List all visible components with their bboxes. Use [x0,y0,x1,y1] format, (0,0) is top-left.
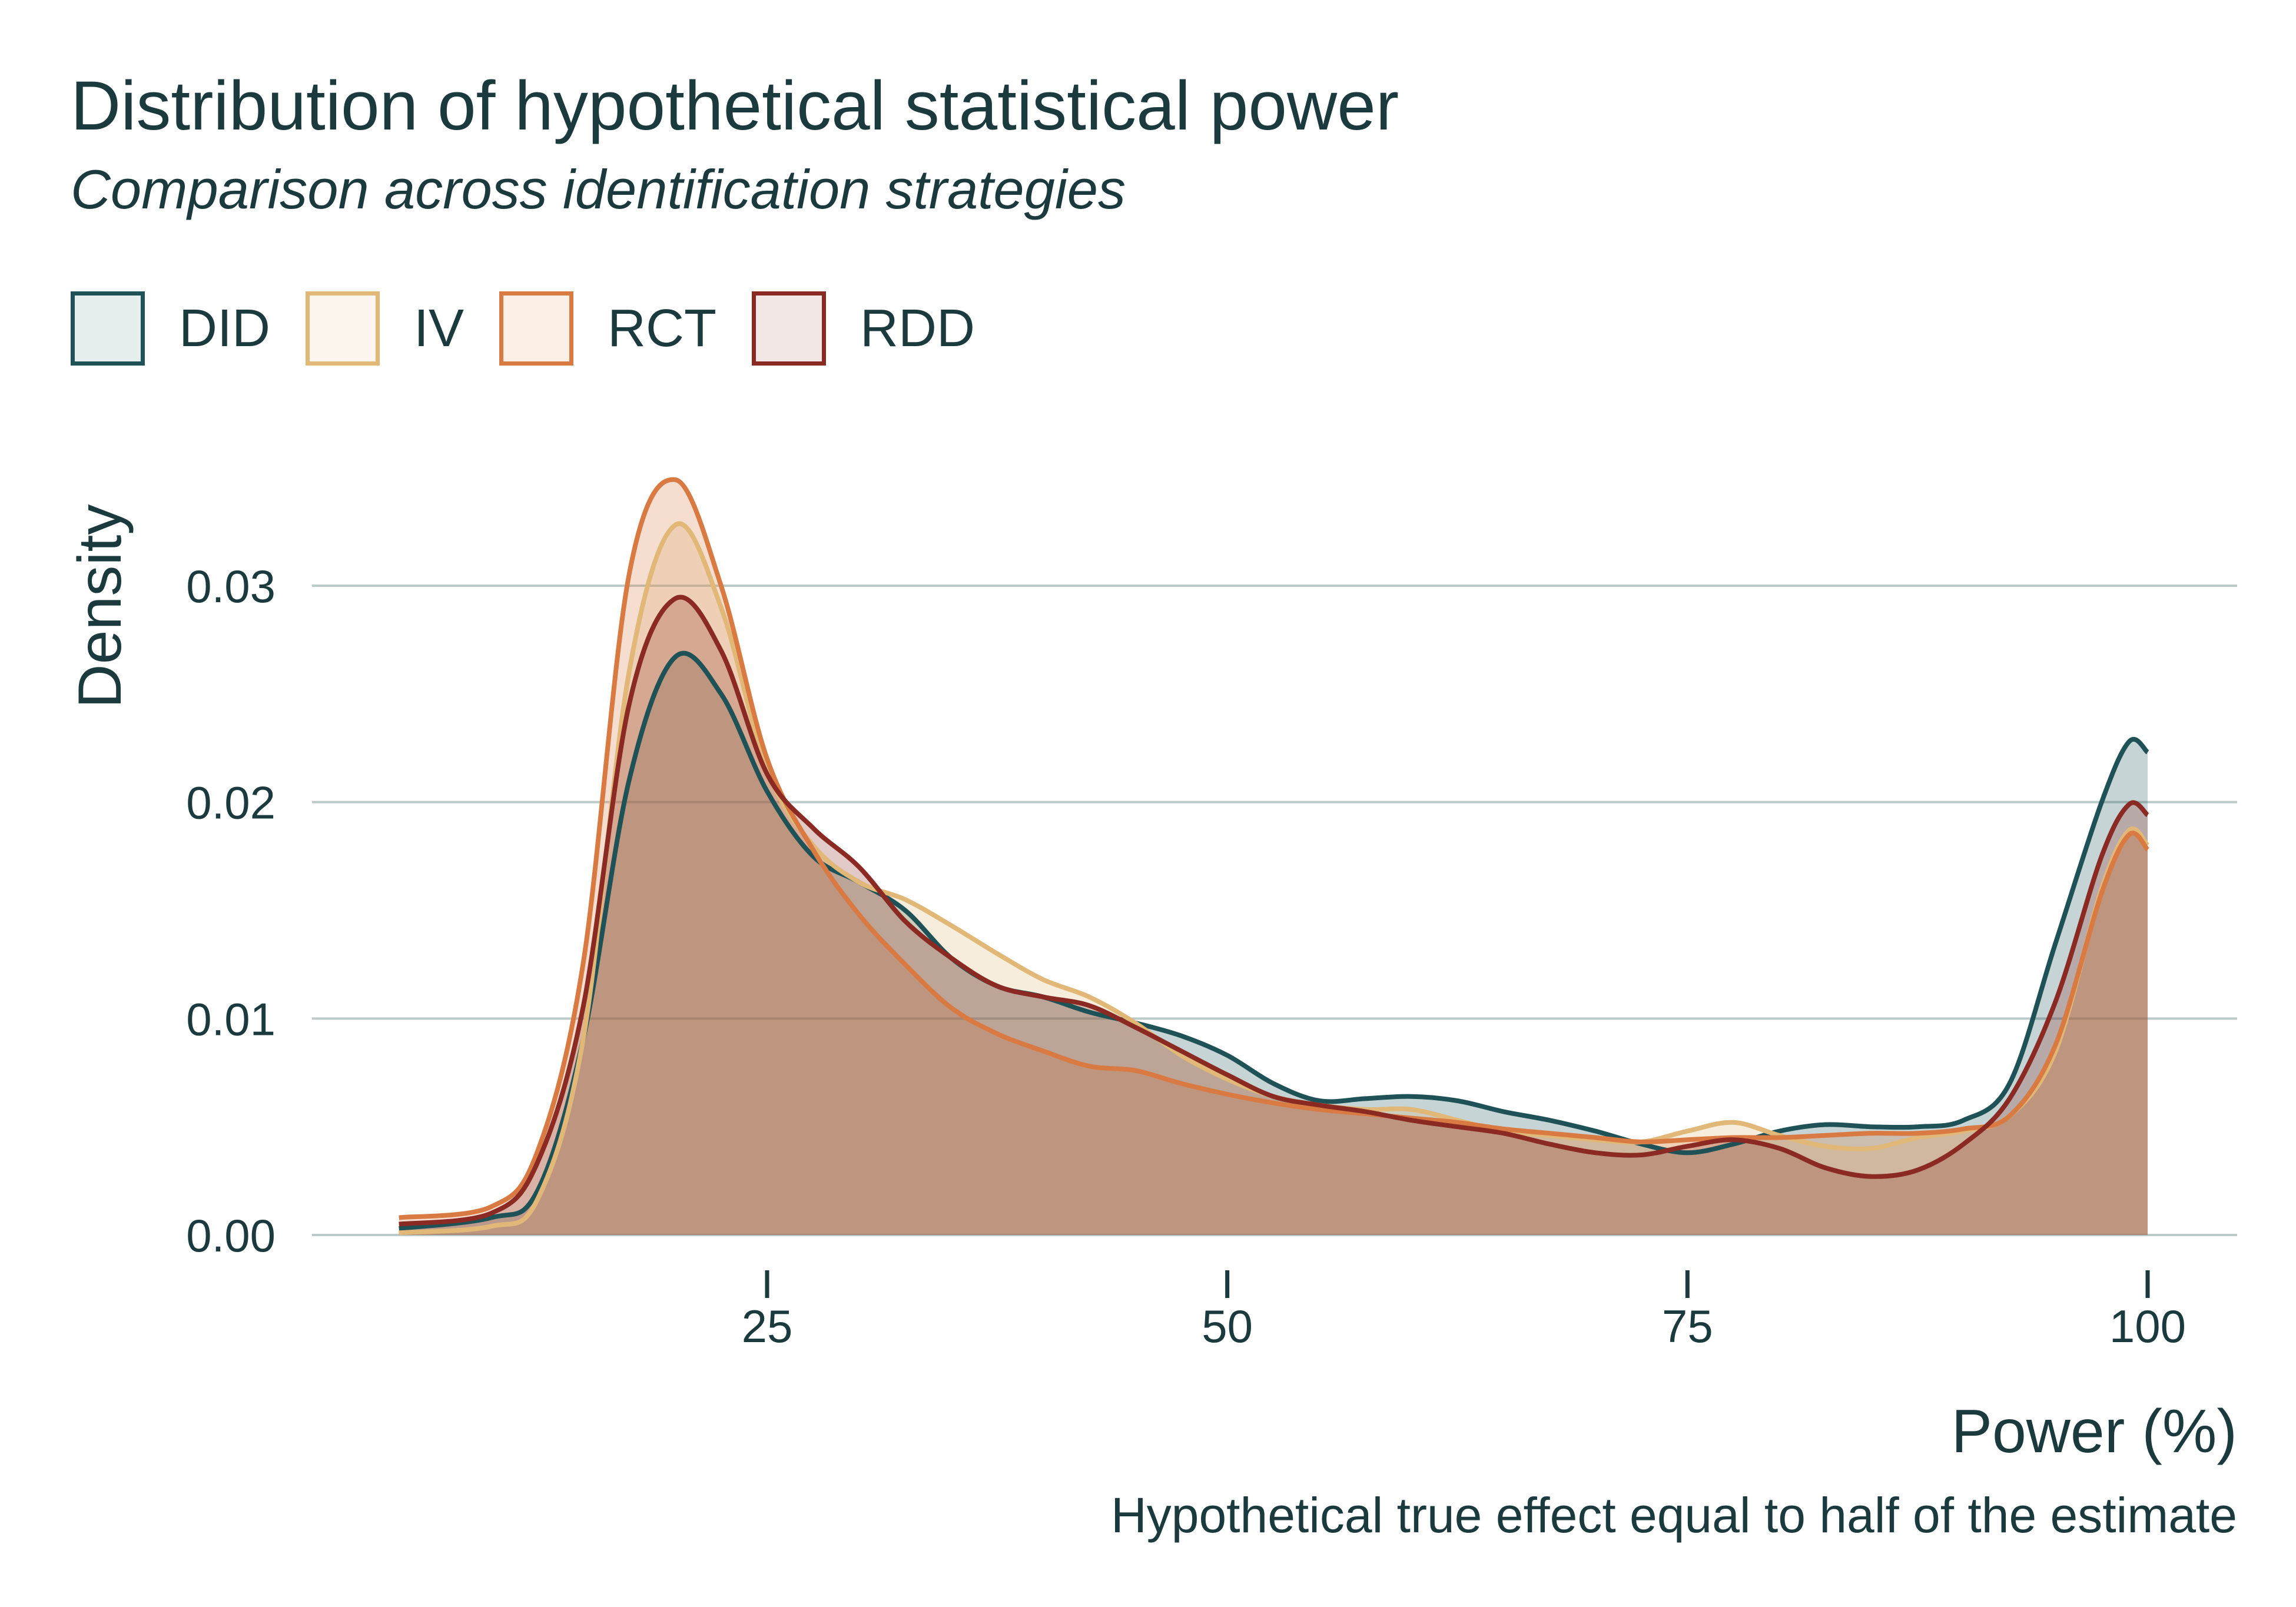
legend-item-did: DID [71,291,270,366]
legend-key-rdd [752,291,827,366]
area-rdd [399,597,2148,1236]
legend-item-iv: IV [306,291,464,366]
legend-key-did [71,291,145,366]
y-tick-label: 0.02 [186,777,276,829]
legend-label-rdd: RDD [860,299,976,358]
legend-label-did: DID [179,299,270,358]
legend: DID IV RCT RDD [71,287,1010,370]
legend-key-rct [499,291,574,366]
line-rct [399,477,2150,1220]
chart-title: Distribution of hypothetical statistical… [71,67,1399,145]
line-iv [399,521,2150,1236]
legend-key-iv [306,291,380,366]
legend-item-rdd: RDD [752,291,975,366]
axis-layer: 0.00 0.01 0.02 0.03 25 50 75 100 [186,560,2186,1352]
area-layer [399,479,2148,1236]
x-tick-label: 100 [2109,1300,2186,1352]
y-tick-label: 0.00 [186,1210,276,1261]
line-layer [399,477,2150,1236]
x-tick-label: 50 [1202,1300,1253,1352]
area-rct [399,479,2148,1235]
y-axis-title: Density [66,504,134,709]
line-did [399,650,2149,1231]
x-tick-label: 25 [742,1300,793,1352]
y-tick-label: 0.01 [186,993,276,1045]
x-axis-title: Power (%) [1951,1397,2237,1466]
chart-subtitle: Comparison across identification strateg… [71,158,1126,220]
area-did [399,653,2148,1235]
chart-caption: Hypothetical true effect equal to half o… [1111,1488,2237,1543]
x-tick-label: 75 [1662,1300,1713,1352]
grid-layer [312,585,2237,1236]
legend-label-rct: RCT [608,299,717,358]
legend-item-rct: RCT [499,291,716,366]
legend-label-iv: IV [414,299,464,358]
y-tick-label: 0.03 [186,560,276,612]
line-rdd [399,595,2149,1227]
area-iv [399,523,2148,1235]
